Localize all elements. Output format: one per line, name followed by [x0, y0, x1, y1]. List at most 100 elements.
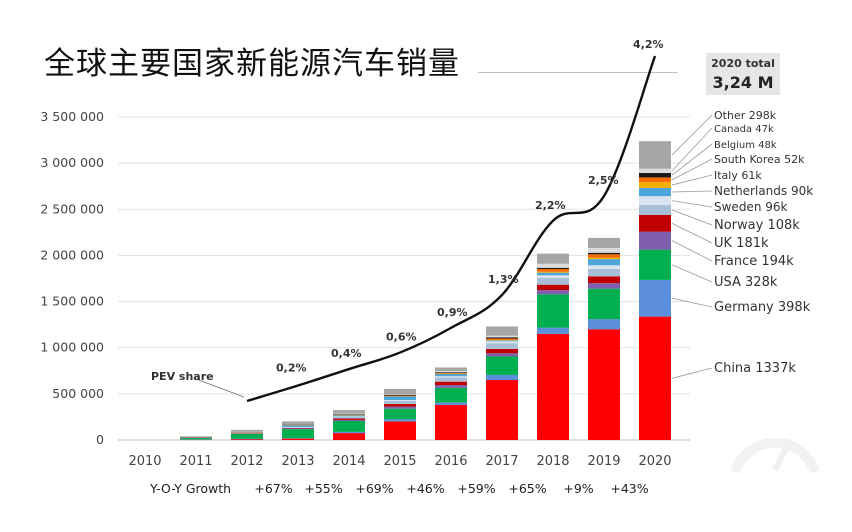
growth-value: +46%: [406, 481, 444, 496]
pev-share-line: [246, 55, 657, 403]
bar-segment-sweden: [282, 426, 314, 428]
bar-segment-other: [588, 237, 620, 249]
total-value: 3,24 M: [712, 73, 774, 92]
bar-segment-other: [639, 141, 671, 169]
bar-segment-germany: [333, 431, 365, 434]
y-tick-label: 3 000 000: [40, 155, 104, 170]
bar-segment-china: [333, 433, 365, 440]
legend-leader-line: [671, 209, 713, 226]
bar-segment-norway: [639, 205, 671, 216]
growth-value: +9%: [563, 481, 593, 496]
bar-segment-belgium: [588, 252, 620, 255]
legend-leader-line: [671, 240, 713, 262]
bar-segment-norway: [333, 416, 365, 419]
legend-leader-line: [671, 158, 713, 181]
bar-segment-china: [639, 316, 671, 440]
bar-segment-canada: [384, 394, 416, 395]
legend-label: Belgium 48k: [714, 140, 777, 151]
pev-share-label: 0,4%: [331, 347, 362, 360]
y-tick-label: 1 500 000: [40, 294, 104, 309]
y-tick-label: 0: [96, 432, 104, 447]
bar-segment-other: [231, 429, 263, 432]
y-tick-label: 2 000 000: [40, 247, 104, 262]
bar-segment-germany: [588, 319, 620, 330]
legend-label: China 1337k: [714, 361, 796, 376]
legend-leader-line: [671, 200, 713, 208]
bar-segment-belgium: [384, 394, 416, 396]
total-box: 2020 total 3,24 M: [706, 53, 780, 95]
x-tick-label: 2014: [332, 454, 365, 469]
bar-segment-canada: [639, 168, 671, 174]
bar-segment-norway: [282, 427, 314, 428]
bar-segment-sweden: [639, 196, 671, 206]
bar-segment-uk: [537, 284, 569, 291]
watermark-needle: [772, 438, 793, 472]
bar-segment-other: [333, 410, 365, 414]
legend-label: Italy 61k: [714, 169, 762, 182]
x-tick-label: 2011: [179, 454, 212, 469]
bar-segment-netherlands: [333, 414, 365, 417]
total-label: 2020 total: [711, 57, 775, 70]
bar-segment-france: [639, 231, 671, 250]
bar-segment-germany: [435, 402, 467, 405]
bar-segment-sweden: [384, 400, 416, 401]
bar-segment-france: [588, 283, 620, 289]
bar-segment-usa: [231, 434, 263, 439]
bar-segment-canada: [231, 431, 263, 433]
bar-segment-netherlands: [435, 373, 467, 377]
bar-segment-germany: [282, 438, 314, 439]
y-tick-label: 1 000 000: [40, 340, 104, 355]
bar-segment-usa: [639, 249, 671, 280]
bar-segment-uk: [435, 381, 467, 386]
x-tick-label: 2018: [536, 454, 569, 469]
legend-leader-line: [671, 174, 713, 186]
growth-value: +65%: [508, 481, 546, 496]
bar-segment-canada: [282, 424, 314, 425]
bar-segment-canada: [333, 413, 365, 415]
legend-leader-line: [671, 367, 713, 379]
bar-segment-china: [486, 380, 518, 440]
bar-segment-china: [588, 329, 620, 440]
bar-segment-sweden: [435, 376, 467, 378]
bar-segment-south-korea: [333, 414, 365, 416]
bar-segment-netherlands: [282, 424, 314, 427]
bar-segment-uk: [231, 433, 263, 434]
bar-segment-sweden: [588, 265, 620, 269]
bar-segment-germany: [180, 439, 212, 440]
pev-share-pointer: [195, 378, 245, 398]
legend-label: Other 298k: [714, 109, 777, 122]
bar-segment-norway: [537, 277, 569, 285]
bar-segment-south-korea: [384, 395, 416, 397]
bar-segment-netherlands: [486, 340, 518, 342]
growth-value: +55%: [304, 481, 342, 496]
bar-segment-france: [384, 406, 416, 409]
bar-segment-uk: [384, 404, 416, 407]
y-tick-label: 3 500 000: [40, 109, 104, 124]
legend-label: Germany 398k: [714, 300, 811, 315]
pev-share-label: 0,6%: [386, 331, 417, 344]
bar-segment-sweden: [231, 432, 263, 434]
bar-segment-south-korea: [588, 254, 620, 258]
bar-segment-italy: [435, 373, 467, 375]
title-rule: [478, 72, 678, 73]
bar-segment-canada: [588, 248, 620, 253]
legend-label: South Korea 52k: [714, 153, 805, 166]
y-tick-label: 500 000: [52, 386, 104, 401]
watermark-gauge-icon: [730, 437, 820, 474]
x-tick-label: 2010: [128, 454, 161, 469]
bar-segment-france: [333, 419, 365, 421]
growth-title: Y-O-Y Growth: [149, 481, 231, 496]
bar-segment-canada: [486, 335, 518, 338]
bar-segment-germany: [537, 327, 569, 334]
bar-segment-uk: [486, 348, 518, 354]
bar-segment-usa: [180, 437, 212, 440]
bar-segment-sweden: [486, 341, 518, 344]
x-tick-label: 2016: [434, 454, 467, 469]
bar-segment-netherlands: [588, 259, 620, 266]
bar-segment-belgium: [537, 267, 569, 269]
bar-segment-canada: [435, 371, 467, 373]
pev-share-label: 1,3%: [488, 273, 519, 286]
bar-segment-south-korea: [537, 268, 569, 272]
growth-value: +69%: [355, 481, 393, 496]
